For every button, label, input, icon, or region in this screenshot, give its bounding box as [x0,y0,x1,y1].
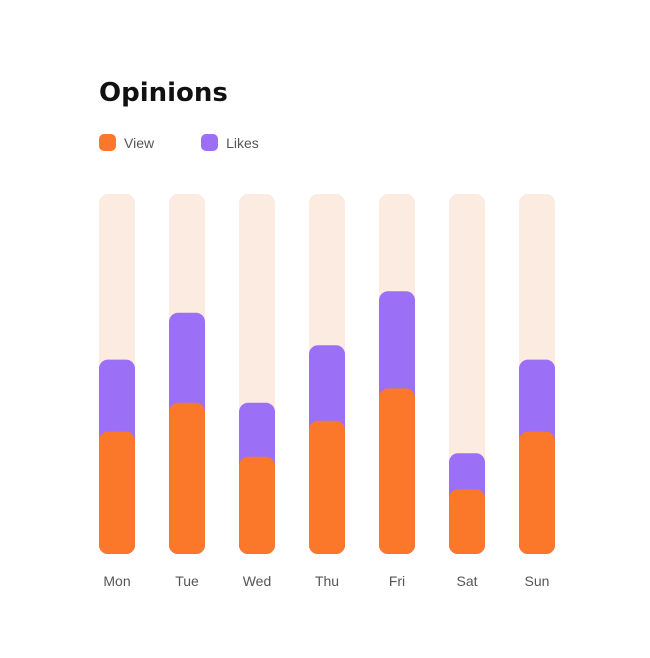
bar-view-mon [99,431,135,554]
bar-view-sat [449,489,485,554]
bar-view-thu [309,420,345,554]
chart-title: Opinions [99,78,228,108]
legend-swatch-view [99,134,116,151]
legend-label-view: View [124,134,155,151]
x-tick-label-fri: Fri [389,573,405,589]
legend-item-likes: Likes [201,134,259,151]
x-tick-label-sun: Sun [525,573,550,589]
bar-view-wed [239,456,275,554]
legend-item-view: View [99,134,154,151]
legend-swatch-likes [201,134,219,151]
x-tick-label-wed: Wed [243,573,272,589]
legend: View Likes [99,134,306,151]
x-tick-label-mon: Mon [103,573,130,589]
bar-view-fri [379,388,415,554]
x-tick-label-tue: Tue [175,573,199,589]
bar-view-sun [519,431,555,554]
x-tick-label-sat: Sat [456,573,477,589]
bar-view-tue [169,402,205,554]
legend-label-likes: Likes [226,134,259,151]
x-tick-label-thu: Thu [315,573,339,589]
